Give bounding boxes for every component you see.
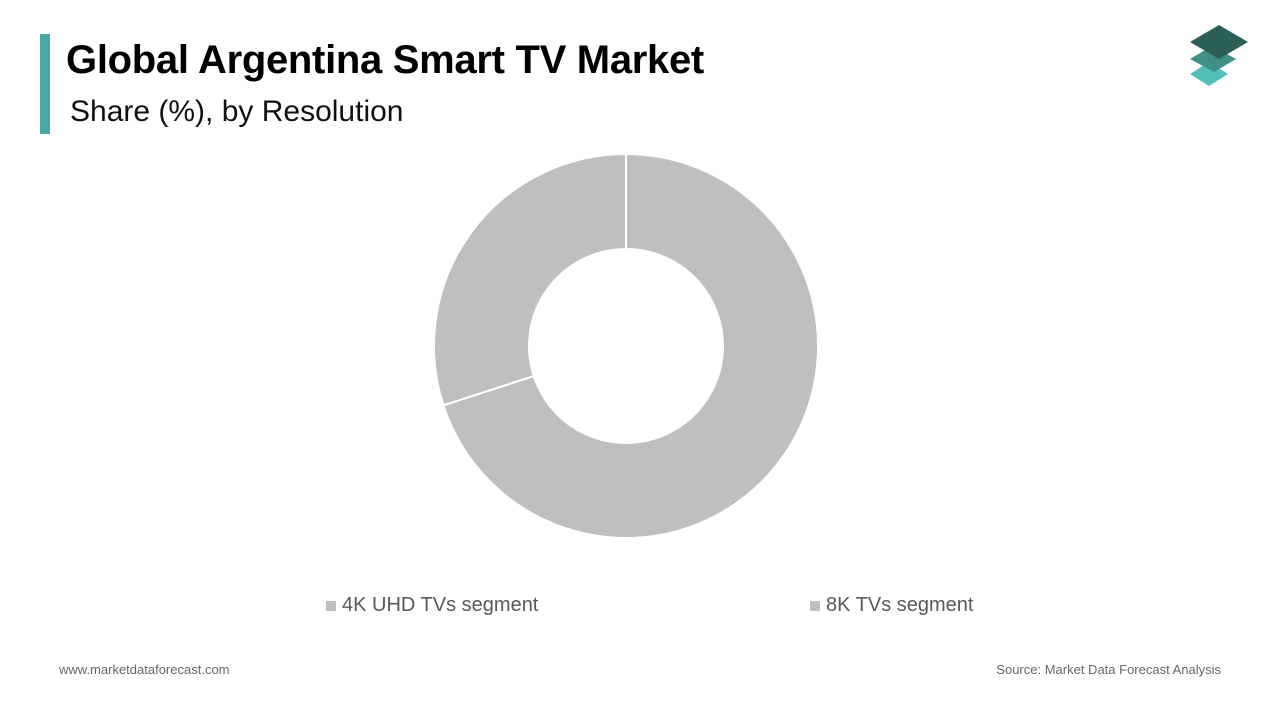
footer-website: www.marketdataforecast.com [59, 662, 230, 677]
footer-source: Source: Market Data Forecast Analysis [996, 662, 1221, 677]
legend-swatch-4k [326, 600, 336, 611]
page-title: Global Argentina Smart TV Market [66, 38, 704, 82]
legend-label-8k: 8K TVs segment [826, 594, 974, 616]
legend-item-4k: 4K UHD TVs segment [326, 594, 538, 617]
donut-slice-0 [442, 152, 819, 539]
legend-item-8k: 8K TVs segment [810, 594, 973, 617]
stacked-layers-logo-icon [1190, 25, 1248, 86]
page-subtitle: Share (%), by Resolution [70, 95, 404, 128]
donut-slice-1 [433, 152, 627, 407]
legend-label-4k: 4K UHD TVs segment [342, 594, 539, 616]
title-accent-bar [40, 34, 50, 134]
legend-swatch-8k [810, 600, 820, 611]
